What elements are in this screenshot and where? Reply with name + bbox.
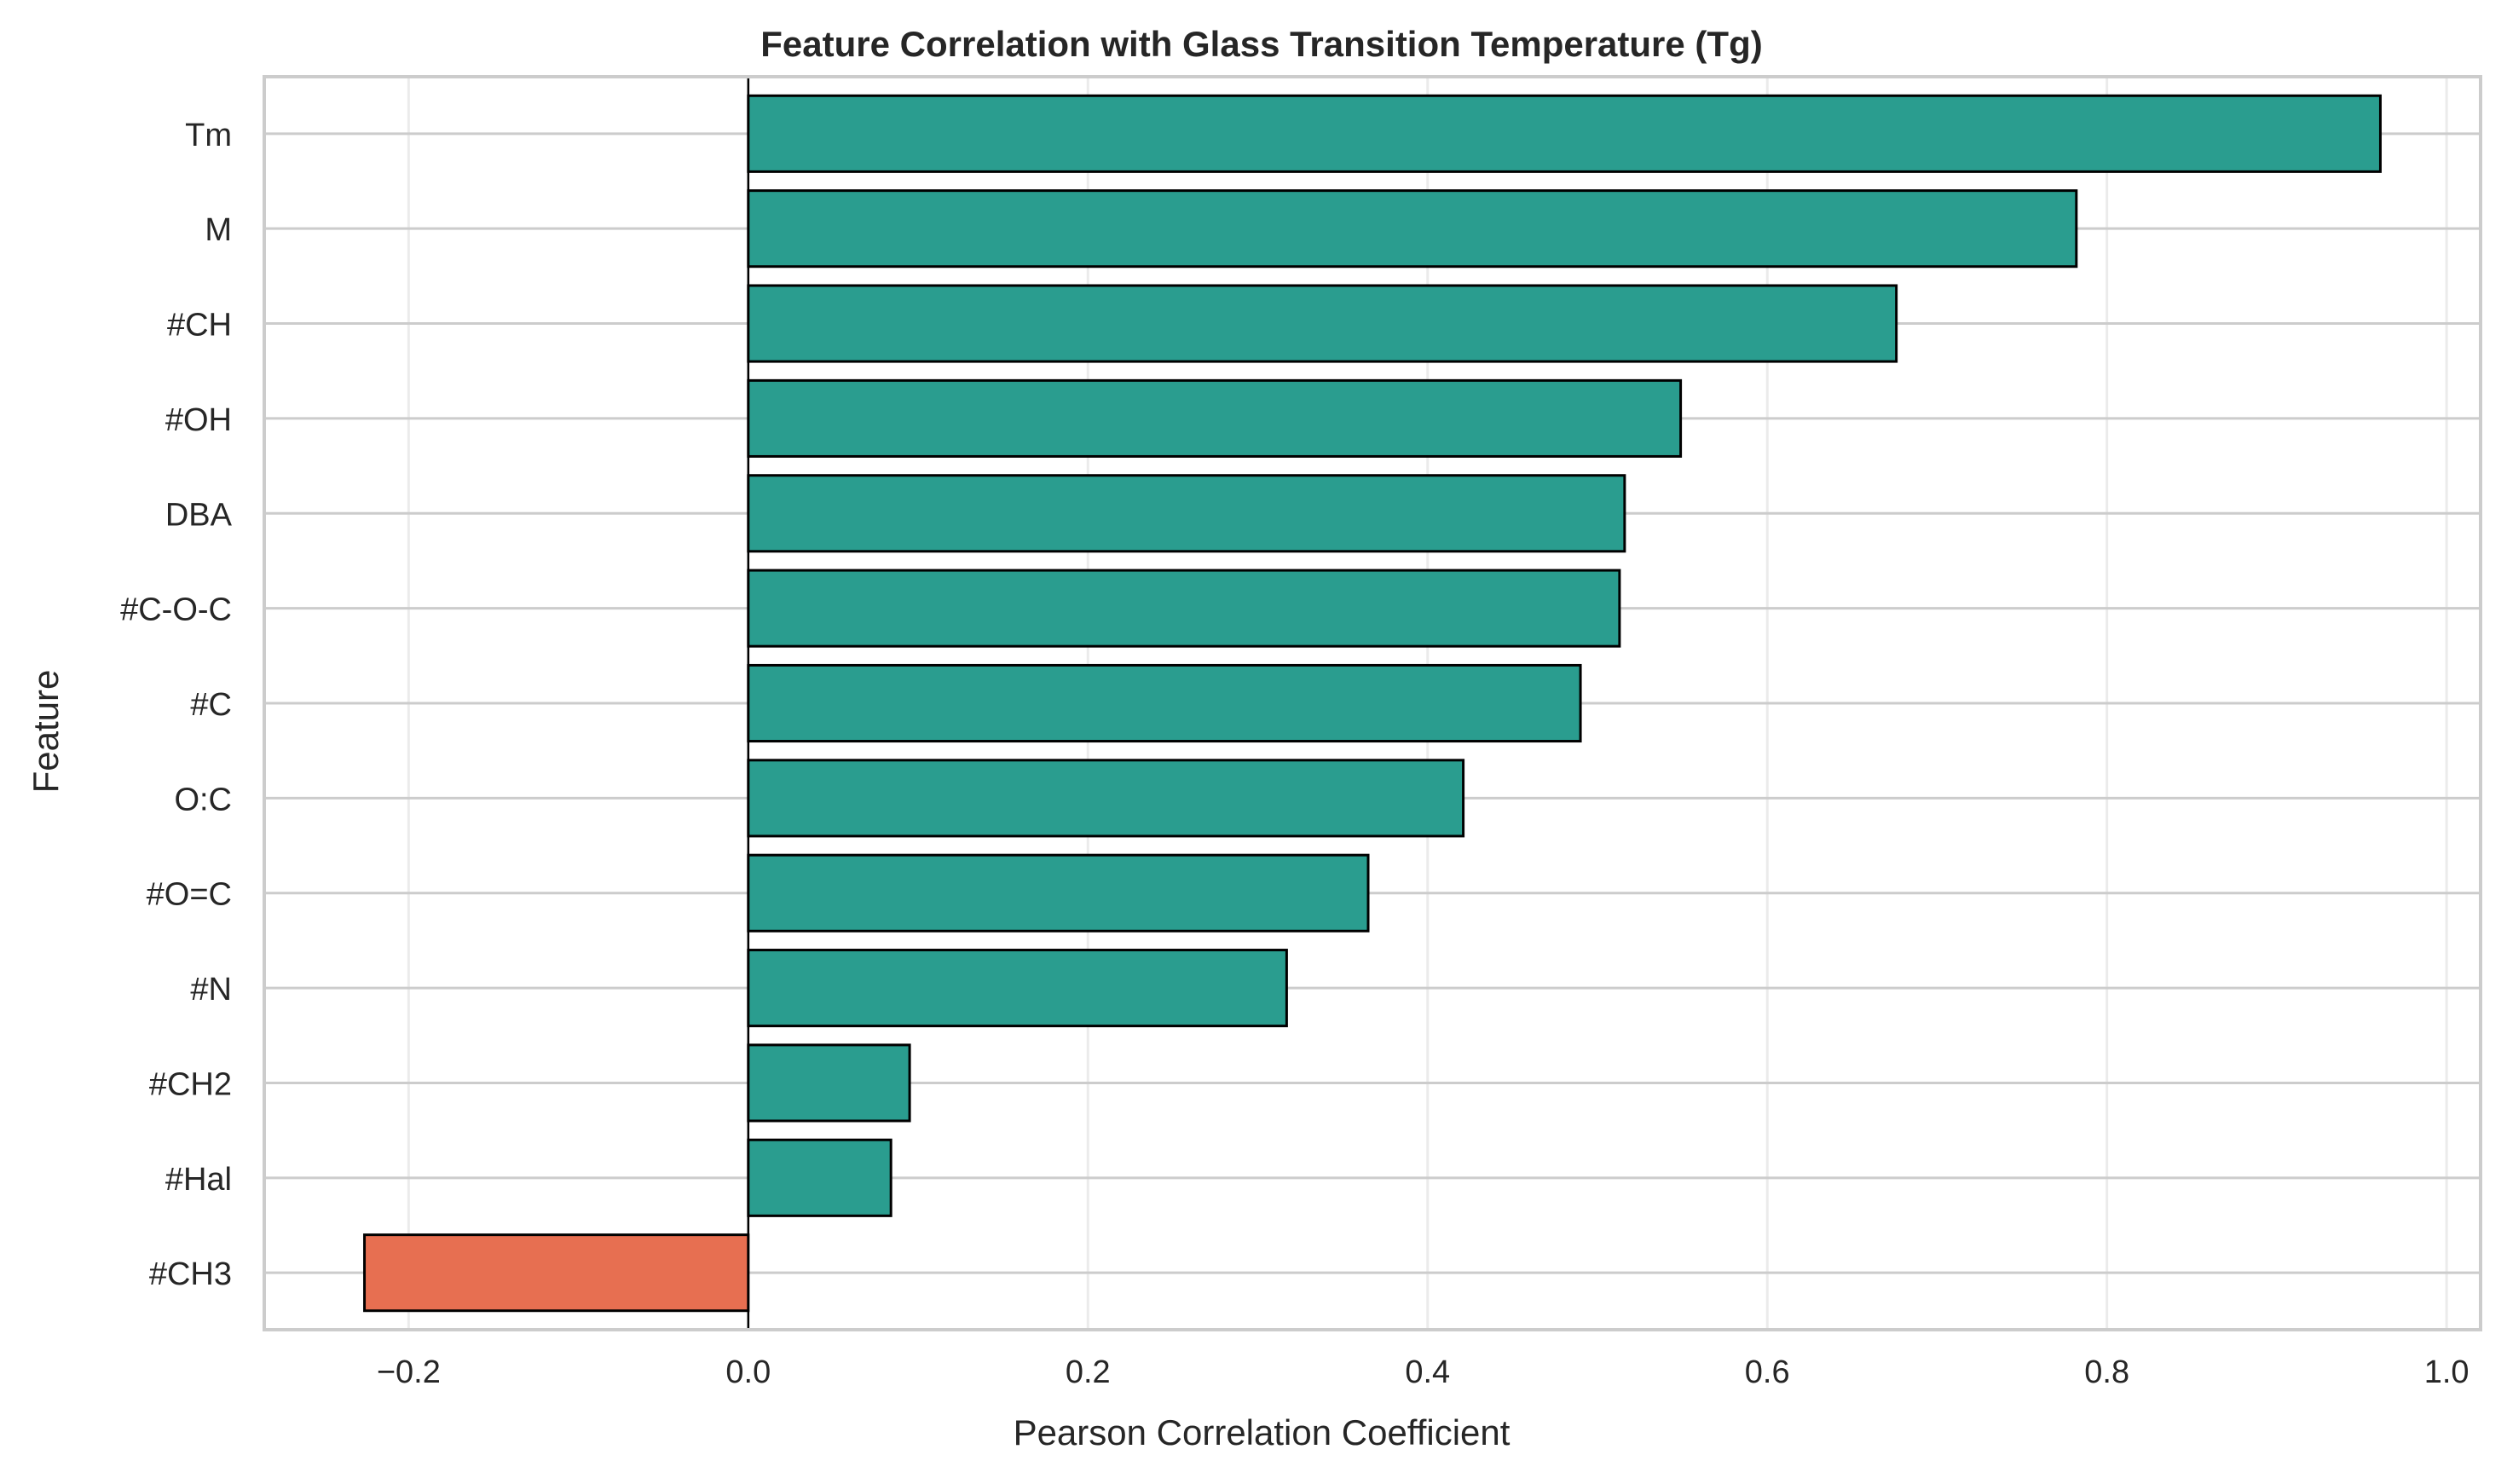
x-tick-label: 0.8 bbox=[2084, 1354, 2129, 1390]
bar-ch3 bbox=[363, 1233, 750, 1313]
x-tick-labels: −0.2 0.0 0.2 0.4 0.6 0.8 1.0 bbox=[377, 1354, 2469, 1390]
bar-o-c bbox=[747, 853, 1370, 933]
y-tick-label: Tm bbox=[185, 118, 232, 153]
y-tick-label: M bbox=[205, 212, 232, 248]
bars bbox=[363, 94, 2382, 1313]
bar-oh bbox=[747, 378, 1683, 458]
bar-m bbox=[747, 189, 2078, 269]
y-tick-label: #C-O-C bbox=[120, 592, 232, 628]
y-tick-label: DBA bbox=[165, 497, 233, 533]
y-tick-label: #N bbox=[190, 972, 232, 1008]
y-tick-label: #CH bbox=[167, 308, 232, 344]
bar-dba bbox=[747, 474, 1626, 553]
y-tick-label: O:C bbox=[174, 782, 232, 817]
y-tick-label: #OH bbox=[165, 402, 232, 438]
y-tick-labels: Tm M #CH #OH DBA #C-O-C #C O:C #O=C #N #CH2 #Hal #CH… bbox=[120, 118, 233, 1292]
bar-ch bbox=[747, 284, 1898, 363]
bar-n bbox=[747, 949, 1288, 1028]
y-tick-label: #Hal bbox=[165, 1162, 232, 1198]
bar-hal bbox=[747, 1138, 892, 1217]
y-tick-label: #CH3 bbox=[149, 1256, 232, 1292]
bar-c-o-c bbox=[747, 569, 1621, 648]
x-tick-label: 0.4 bbox=[1405, 1354, 1450, 1390]
bar-c bbox=[747, 663, 1582, 743]
bar-tm bbox=[747, 94, 2382, 173]
plot-frame bbox=[263, 75, 2482, 1331]
y-tick-label: #C bbox=[190, 687, 232, 723]
bar-ch2 bbox=[747, 1043, 911, 1123]
x-tick-label: −0.2 bbox=[377, 1354, 441, 1390]
x-axis-label: Pearson Correlation Coefficient bbox=[1014, 1412, 1511, 1452]
y-tick-label: #O=C bbox=[147, 877, 232, 913]
x-tick-label: 0.0 bbox=[725, 1354, 771, 1390]
bar-o-c bbox=[747, 759, 1465, 838]
x-tick-label: 0.2 bbox=[1066, 1354, 1111, 1390]
y-tick-label: #CH2 bbox=[149, 1066, 232, 1102]
x-tick-label: 1.0 bbox=[2424, 1354, 2469, 1390]
x-tick-label: 0.6 bbox=[1745, 1354, 1790, 1390]
chart-title: Feature Correlation with Glass Transitio… bbox=[760, 24, 1762, 64]
y-axis-label: Feature bbox=[26, 670, 66, 794]
